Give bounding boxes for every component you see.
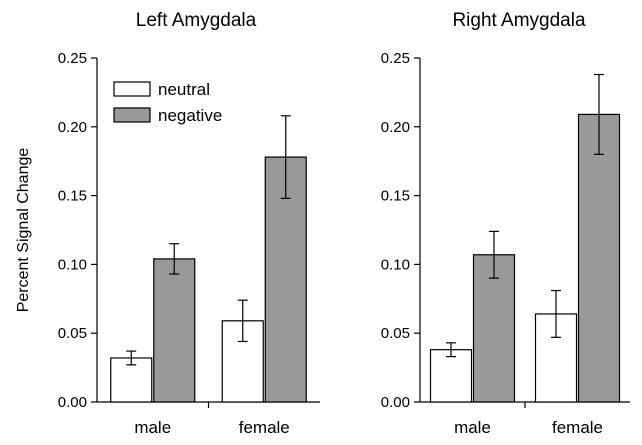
x-category-label: female xyxy=(239,418,290,437)
legend-label-negative: negative xyxy=(158,106,222,125)
y-tick-label: 0.15 xyxy=(381,188,410,205)
chart-panel-right: Right Amygdala 0.00 0.05 0.10 0.15 0.20 0.25 ma… xyxy=(381,10,630,437)
bar-negative-male xyxy=(472,254,516,403)
chart-title: Left Amygdala xyxy=(136,10,257,31)
chart-title: Right Amygdala xyxy=(452,10,586,31)
legend-swatch-negative xyxy=(113,107,151,123)
chart-panel-left: Left Amygdala 0.00 0.05 0.10 0.15 0.20 0.25 mal… xyxy=(15,10,320,437)
x-category-label: male xyxy=(454,418,491,437)
x-category-label: female xyxy=(552,418,603,437)
y-tick-label: 0.15 xyxy=(58,188,87,205)
y-tick-label: 0.10 xyxy=(58,256,87,273)
legend-swatch-neutral xyxy=(113,81,151,97)
y-tick-label: 0.05 xyxy=(381,325,410,342)
y-tick-label: 0.00 xyxy=(58,394,87,411)
y-tick-label: 0.10 xyxy=(381,256,410,273)
x-category-label: male xyxy=(134,418,171,437)
legend-label-neutral: neutral xyxy=(158,80,210,99)
bar-neutral-male xyxy=(429,349,473,403)
bar-negative-male xyxy=(153,258,196,403)
y-tick-label: 0.00 xyxy=(381,394,410,411)
y-tick-label: 0.20 xyxy=(58,119,87,136)
y-tick-label: 0.05 xyxy=(58,325,87,342)
y-tick-label: 0.25 xyxy=(381,50,410,67)
legend: neutral negative xyxy=(113,80,222,125)
y-axis-label: Percent Signal Change xyxy=(15,148,32,313)
y-tick-label: 0.20 xyxy=(381,119,410,136)
bar-negative-female xyxy=(577,113,621,403)
y-tick-label: 0.25 xyxy=(58,50,87,67)
